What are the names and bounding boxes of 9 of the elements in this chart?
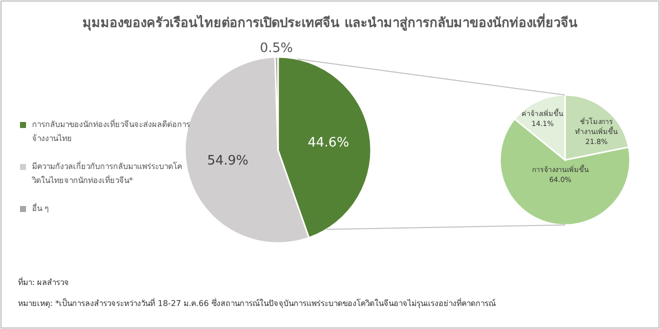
legend-label: มีความกังวลเกี่ยวกับการกลับมาแพร่ระบาดโควิดในไทยจากนักท่องเที่ยวจีน* [32,160,183,187]
data-label: 54.9% [207,153,248,168]
data-label: 0.5% [260,41,293,56]
text: ที่มา: ผลสำรวจ [18,276,70,289]
legend-label: อื่น ๆ [32,202,49,215]
legend-label: การกลับมาของนักท่องเที่ยวจีนจะส่งผลดีต่อการจ้างงานไทย [32,118,190,145]
text: หมายเหตุ: *เป็นการลงสำรวจระหว่างวันที่ 18-27 ม.ค.66 ซึ่งสถานการณ์ในปัจจุบันการแพร่ระบาดของโควิดในจีนอาจไม่รุนแรงอย่างที่คาดการณ์ [18,297,497,310]
chart-title: มุมมองของครัวเรือนไทยต่อการเปิดประเทศจีน และนำมาสู่การกลับมาของนักท่องเที่ยวจีน [82,12,578,33]
data-label: 44.6% [308,135,350,150]
